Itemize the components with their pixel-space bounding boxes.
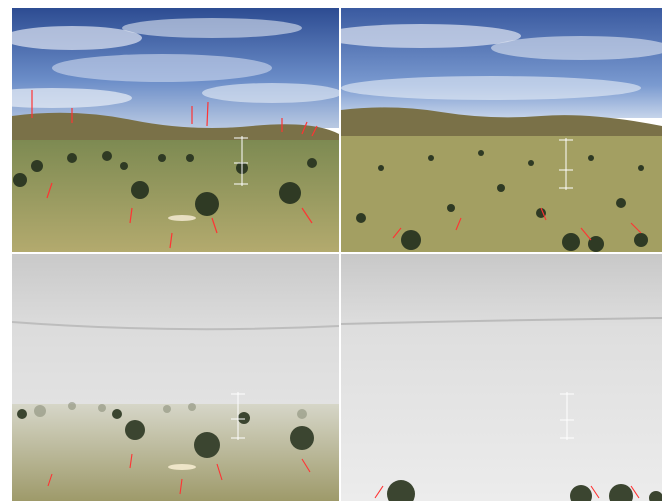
scene-fog-high — [341, 254, 662, 501]
panel-bottom-left — [12, 254, 339, 501]
video-frame-grid — [12, 8, 662, 501]
red-arrow-icon — [31, 90, 318, 249]
scene-clear-high — [341, 8, 662, 252]
panel-top-left — [12, 8, 339, 252]
scene-clear-low — [12, 8, 339, 252]
panel-top-right — [341, 8, 662, 252]
panel-bottom-right — [341, 254, 662, 501]
scene-fog-low — [12, 254, 339, 501]
hud-ladder-icon — [234, 136, 248, 186]
